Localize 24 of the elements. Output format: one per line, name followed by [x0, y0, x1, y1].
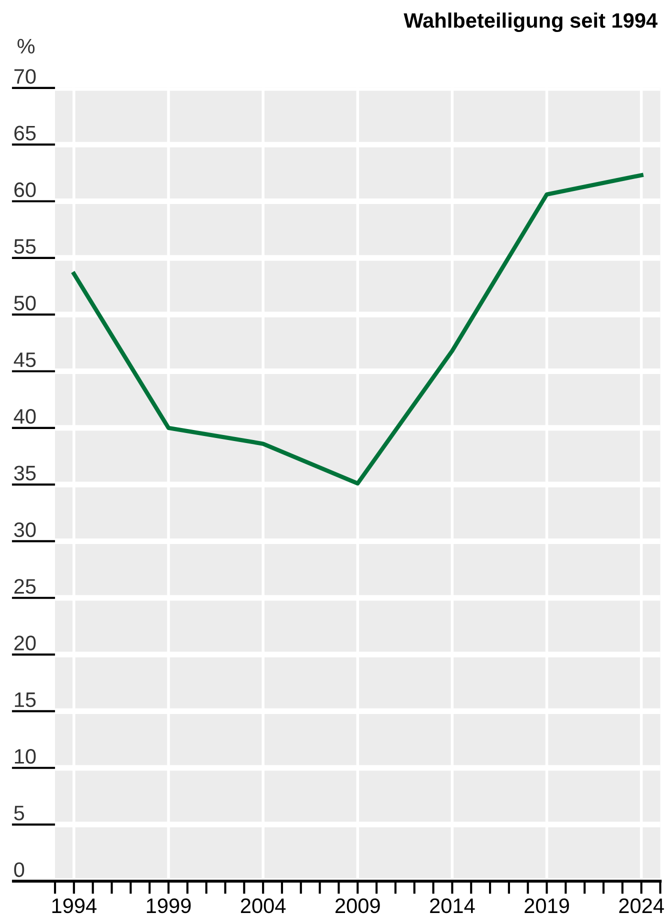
x-tick-label: 2019	[524, 898, 569, 914]
y-tick-label: 0	[14, 862, 24, 878]
x-tick-label: 1994	[52, 898, 96, 914]
y-tick-label: 45	[14, 352, 36, 368]
y-tick-label: 35	[14, 466, 36, 480]
y-tick-label: 5	[14, 806, 24, 820]
y-tick-label: 40	[14, 409, 36, 424]
y-tick-label: 20	[14, 636, 36, 650]
x-tick-label: 2004	[240, 898, 286, 914]
x-tick-label: 2014	[430, 898, 475, 914]
y-tick-label: 60	[14, 182, 36, 198]
x-tick-label: 1999	[146, 898, 191, 914]
y-tick-label: 30	[14, 522, 36, 538]
y-tick-label: 50	[14, 296, 36, 310]
y-tick-label: 65	[14, 126, 36, 140]
y-tick-label: 55	[14, 239, 36, 254]
y-tick-label: 15	[14, 692, 36, 708]
y-tick-label: 25	[14, 579, 36, 594]
x-tick-label: 2009	[336, 898, 380, 914]
y-tick-label: 70	[14, 69, 36, 84]
chart-title: Wahlbeteiligung seit 1994	[404, 12, 658, 32]
y-axis-title: %	[18, 38, 35, 54]
y-tick-label: 10	[14, 749, 36, 764]
x-tick-label: 2024	[619, 898, 664, 914]
